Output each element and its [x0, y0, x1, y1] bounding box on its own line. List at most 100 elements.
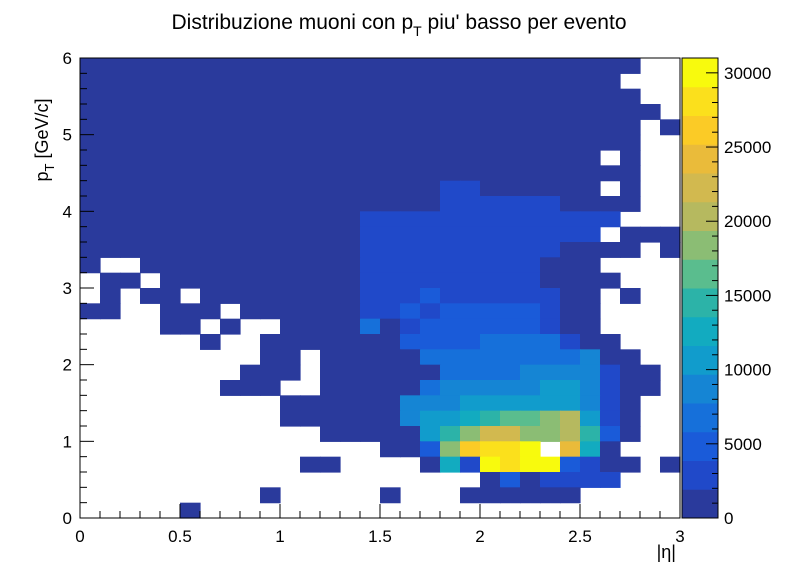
heatmap-cell	[580, 150, 601, 166]
x-tick-label: 0	[75, 527, 84, 546]
heatmap-cell	[220, 380, 241, 396]
heatmap-cell	[460, 196, 481, 212]
colorbar-tick-label: 30000	[724, 64, 771, 83]
heatmap-cell	[360, 165, 381, 182]
heatmap-cell	[380, 104, 401, 120]
heatmap-cell	[160, 226, 181, 243]
heatmap-cell	[500, 380, 521, 396]
x-tick-label: 3	[675, 527, 684, 546]
heatmap-cell	[140, 88, 161, 105]
heatmap-cell	[180, 272, 201, 289]
heatmap-cell	[380, 180, 401, 197]
heatmap-cell	[100, 58, 121, 74]
heatmap-cell	[600, 73, 621, 90]
heatmap-cell	[320, 211, 341, 228]
heatmap-cell	[400, 349, 421, 366]
heatmap-cell	[180, 242, 201, 258]
heatmap-cell	[200, 119, 221, 136]
heatmap-cell	[360, 303, 381, 320]
heatmap-cell	[260, 180, 281, 197]
heatmap-cell	[120, 226, 141, 243]
heatmap-cell	[600, 349, 621, 366]
heatmap-cell	[280, 410, 301, 427]
heatmap-cell	[280, 257, 301, 274]
heatmap-cell	[540, 334, 561, 350]
heatmap-cell	[460, 288, 481, 304]
heatmap-cell	[360, 58, 381, 74]
heatmap-cell	[340, 426, 361, 442]
heatmap-cell	[600, 211, 621, 228]
heatmap-cell	[240, 211, 261, 228]
heatmap-cell	[600, 272, 621, 289]
heatmap-cell	[360, 226, 381, 243]
heatmap-cell	[560, 119, 581, 136]
heatmap-cell	[180, 226, 201, 243]
heatmap-cell	[420, 364, 441, 381]
heatmap-cell	[160, 211, 181, 228]
heatmap-cell	[580, 180, 601, 197]
heatmap-cell	[440, 196, 461, 212]
heatmap-cell	[500, 472, 521, 488]
heatmap-cell	[660, 456, 681, 473]
heatmap-cell	[320, 257, 341, 274]
heatmap-cell	[620, 456, 641, 473]
colorbar-segment	[682, 173, 718, 203]
heatmap-cell	[560, 364, 581, 381]
colorbar-tick-label: 25000	[724, 138, 771, 157]
heatmap-cell	[140, 226, 161, 243]
heatmap-cell	[520, 318, 541, 335]
heatmap-cell	[380, 73, 401, 90]
heatmap-cell	[260, 288, 281, 304]
heatmap-cell	[260, 226, 281, 243]
heatmap-cell	[120, 134, 141, 151]
heatmap-cell	[380, 380, 401, 396]
heatmap-cell	[480, 211, 501, 228]
heatmap-cell	[220, 119, 241, 136]
heatmap-cell	[300, 73, 321, 90]
heatmap-cell	[540, 165, 561, 182]
heatmap-cell	[100, 180, 121, 197]
heatmap-cell	[460, 88, 481, 105]
heatmap-cell	[480, 303, 501, 320]
heatmap-cell	[160, 119, 181, 136]
heatmap-cell	[160, 104, 181, 120]
heatmap-cell	[80, 165, 101, 182]
heatmap-cell	[320, 134, 341, 151]
heatmap-cell	[380, 441, 401, 458]
heatmap-cell	[420, 196, 441, 212]
heatmap-cell	[240, 288, 261, 304]
heatmap-cell	[440, 380, 461, 396]
heatmap-cell	[340, 349, 361, 366]
heatmap-cell	[520, 104, 541, 120]
heatmap-cell	[160, 318, 181, 335]
heatmap-cell	[160, 150, 181, 166]
heatmap-cell	[220, 196, 241, 212]
heatmap-cell	[300, 196, 321, 212]
heatmap-cell	[580, 441, 601, 458]
heatmap-cell	[160, 272, 181, 289]
heatmap-cell	[200, 303, 221, 320]
heatmap-cell	[620, 196, 641, 212]
heatmap-cell	[80, 242, 101, 258]
heatmap-cell	[560, 88, 581, 105]
heatmap-cell	[520, 242, 541, 258]
heatmap-cell	[540, 58, 561, 74]
heatmap-cell	[340, 226, 361, 243]
heatmap-cell	[620, 165, 641, 182]
heatmap-cell	[220, 288, 241, 304]
heatmap-cell	[200, 104, 221, 120]
heatmap-cell	[460, 272, 481, 289]
heatmap-cell	[520, 211, 541, 228]
colorbar-tick-label: 20000	[724, 212, 771, 231]
heatmap-cell	[640, 364, 661, 381]
heatmap-cell	[460, 104, 481, 120]
heatmap-cell	[180, 88, 201, 105]
heatmap-cell	[240, 150, 261, 166]
colorbar-segment	[682, 431, 718, 461]
heatmap-cell	[380, 349, 401, 366]
heatmap-cell	[560, 395, 581, 412]
heatmap-cell	[480, 272, 501, 289]
heatmap-cell	[80, 303, 101, 320]
heatmap-cell	[480, 472, 501, 488]
heatmap-cell	[240, 242, 261, 258]
